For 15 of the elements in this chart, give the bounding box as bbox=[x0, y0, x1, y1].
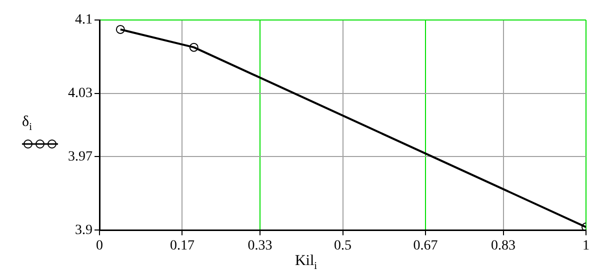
x-axis-title: Kil$_{i}$ bbox=[294, 253, 318, 272]
y-tick-label: 3.97 bbox=[68, 149, 92, 164]
y-tick-label: 3.9 bbox=[75, 222, 92, 238]
y-tick-label: 4.03 bbox=[68, 86, 92, 102]
x-tick-label: 0.83 bbox=[491, 238, 516, 254]
point bbox=[116, 24, 125, 34]
y-tick-label: 4.1 bbox=[75, 12, 92, 28]
x-tick-label: 0.5 bbox=[334, 238, 352, 254]
point bbox=[189, 42, 198, 52]
x-tick-label: 0 bbox=[96, 238, 103, 254]
x-tick-label: 0.33 bbox=[248, 238, 272, 254]
x-tick-label: 0.67 bbox=[413, 238, 438, 254]
x-tick-label: 0.17 bbox=[170, 238, 194, 254]
x-tick-label: 1 bbox=[582, 238, 590, 254]
y-axis-title: δ$_{i}$ bbox=[22, 114, 32, 133]
